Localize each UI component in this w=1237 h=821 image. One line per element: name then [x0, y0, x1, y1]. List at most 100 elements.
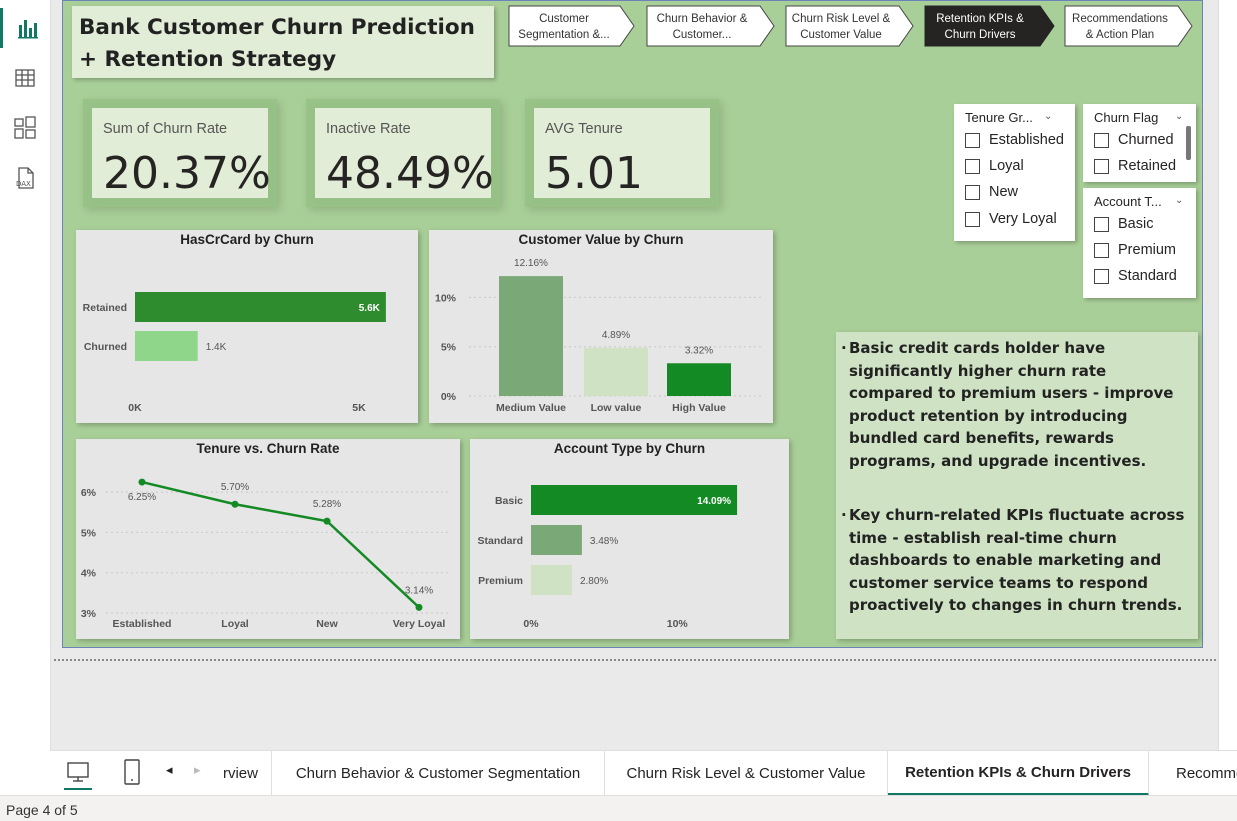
- kpi-card-avg-tenure: AVG Tenure 5.01: [534, 108, 710, 199]
- kpi-card-churn-rate: Sum of Churn Rate 20.37%: [92, 108, 271, 199]
- data-label: 6.25%: [128, 492, 156, 503]
- checkbox[interactable]: [1094, 132, 1109, 148]
- dax-query-icon[interactable]: DAX: [0, 158, 50, 198]
- slicer-tenure-group[interactable]: Tenure Gr... ⌄ Established Loyal New Ver…: [954, 104, 1075, 241]
- kpi-value: 20.37%: [103, 148, 271, 199]
- chevron-down-icon[interactable]: ⌄: [1044, 111, 1053, 122]
- slicer-churn-flag[interactable]: Churn Flag ⌄ Churned Retained: [1083, 104, 1196, 182]
- chart-title: HasCrCard by Churn: [180, 232, 314, 247]
- slicer-item-standard[interactable]: Standard: [1094, 266, 1177, 286]
- slicer-scrollbar[interactable]: [1186, 126, 1191, 160]
- scroll-left-icon[interactable]: ◂: [166, 763, 173, 778]
- bar: [667, 363, 731, 396]
- chart-svg: Account Type by Churn Basic 14.09% Standard…: [477, 441, 738, 630]
- tab-churn-behavior[interactable]: Churn Behavior & Customer Segmentation: [272, 751, 605, 796]
- data-point: [323, 517, 331, 525]
- tick-label: 6%: [81, 487, 97, 499]
- data-label: 4.89%: [602, 330, 630, 341]
- chart-hascrcard-by-churn[interactable]: HasCrCard by Churn Retained 5.6K Churned 1.4…: [76, 230, 418, 423]
- checkbox[interactable]: [965, 158, 980, 174]
- data-point: [138, 478, 146, 486]
- slicer-item-established[interactable]: Established: [965, 130, 1064, 150]
- table-view-icon[interactable]: [0, 58, 50, 98]
- slicer-item-retained[interactable]: Retained: [1094, 156, 1176, 176]
- tick-label: 0%: [523, 618, 539, 630]
- chart-title: Customer Value by Churn: [518, 232, 683, 247]
- page-tabs-bar: ◂ ▸ rview Churn Behavior & Customer Segm…: [50, 750, 1237, 796]
- data-label: 3.48%: [590, 536, 618, 547]
- insight-1: · Basic credit cards holder have signific…: [841, 339, 1174, 470]
- slicer-account-type[interactable]: Account T... ⌄ Basic Premium Standard: [1083, 188, 1196, 298]
- slicer-header: Account T...: [1094, 194, 1162, 209]
- tick-label: 0%: [441, 391, 457, 403]
- category-label: Standard: [477, 535, 523, 547]
- category-label: New: [316, 618, 338, 630]
- tab-retention-kpis[interactable]: Retention KPIs & Churn Drivers: [888, 751, 1149, 796]
- bar: [584, 347, 648, 396]
- desktop-view-icon[interactable]: [64, 760, 92, 790]
- scroll-right-icon[interactable]: ▸: [194, 763, 201, 778]
- checkbox[interactable]: [965, 184, 980, 200]
- filters-pane-collapsed[interactable]: [1218, 0, 1237, 750]
- chevron-down-icon[interactable]: ⌄: [1175, 111, 1184, 122]
- kpi-card-inactive-rate: Inactive Rate 48.49%: [315, 108, 494, 199]
- checkbox[interactable]: [965, 211, 980, 227]
- slicer-item-new[interactable]: New: [965, 182, 1018, 202]
- bar: [531, 525, 582, 555]
- chart-customer-value-by-churn[interactable]: Customer Value by Churn 0% 5% 10% 12.16% Medi…: [429, 230, 773, 423]
- report-view-icon[interactable]: [0, 8, 53, 48]
- data-label: 5.28%: [313, 499, 341, 510]
- left-rail: DAX: [0, 0, 51, 795]
- tick-label: 5%: [81, 527, 97, 539]
- page-indicator: Page 4 of 5: [6, 802, 78, 818]
- tab-overview[interactable]: rview: [210, 751, 272, 796]
- category-label: Premium: [478, 575, 523, 587]
- checkbox[interactable]: [1094, 158, 1109, 174]
- category-label: Basic: [495, 495, 523, 507]
- category-label: Very Loyal: [393, 618, 446, 630]
- chart-account-type-by-churn[interactable]: Account Type by Churn Basic 14.09% Standard…: [470, 439, 789, 639]
- bar: [499, 276, 563, 396]
- chart-svg: Customer Value by Churn 0% 5% 10% 12.16% Medi…: [435, 232, 764, 414]
- tab-recommendations[interactable]: Recomme: [1176, 765, 1237, 782]
- data-point: [231, 500, 239, 508]
- chart-title: Account Type by Churn: [554, 441, 705, 456]
- tick-label: 5K: [352, 402, 366, 414]
- kpi-label: AVG Tenure: [545, 121, 623, 137]
- slicer-item-basic[interactable]: Basic: [1094, 214, 1153, 234]
- tick-label: 3%: [81, 608, 97, 620]
- chart-svg: Tenure vs. Churn Rate 3% 4% 5% 6% 6.25% Establ…: [81, 441, 451, 630]
- data-label: 3.32%: [685, 345, 713, 356]
- slicer-item-loyal[interactable]: Loyal: [965, 156, 1024, 176]
- data-label: 1.4K: [206, 342, 227, 353]
- checkbox[interactable]: [1094, 216, 1109, 232]
- tab-churn-risk[interactable]: Churn Risk Level & Customer Value: [605, 751, 888, 796]
- bar: [135, 331, 198, 361]
- tick-label: 0K: [128, 402, 142, 414]
- status-bar: Page 4 of 5: [0, 795, 1237, 821]
- chevron-down-icon[interactable]: ⌄: [1175, 195, 1184, 206]
- category-label: Loyal: [221, 618, 249, 630]
- data-point: [415, 603, 423, 611]
- slicer-item-premium[interactable]: Premium: [1094, 240, 1176, 260]
- kpi-value: 5.01: [545, 148, 643, 199]
- data-label: 2.80%: [580, 576, 608, 587]
- bar: [531, 565, 572, 595]
- page-boundary: [54, 659, 1216, 661]
- tick-label: 10%: [667, 618, 689, 630]
- chart-svg: HasCrCard by Churn Retained 5.6K Churned 1.4…: [83, 232, 386, 414]
- mobile-view-icon[interactable]: [122, 758, 142, 790]
- slicer-item-very-loyal[interactable]: Very Loyal: [965, 209, 1057, 229]
- chart-tenure-vs-churn-rate[interactable]: Tenure vs. Churn Rate 3% 4% 5% 6% 6.25% Establ…: [76, 439, 460, 639]
- checkbox[interactable]: [965, 132, 980, 148]
- kpi-value: 48.49%: [326, 148, 494, 199]
- checkbox[interactable]: [1094, 268, 1109, 284]
- slicer-item-churned[interactable]: Churned: [1094, 130, 1174, 150]
- insights-textbox: · Basic credit cards holder have signific…: [836, 332, 1198, 639]
- tick-label: 4%: [81, 568, 97, 580]
- category-label: Retained: [83, 302, 127, 314]
- series-line: [141, 480, 420, 609]
- svg-text:DAX: DAX: [16, 180, 31, 188]
- checkbox[interactable]: [1094, 242, 1109, 258]
- model-view-icon[interactable]: [0, 108, 50, 148]
